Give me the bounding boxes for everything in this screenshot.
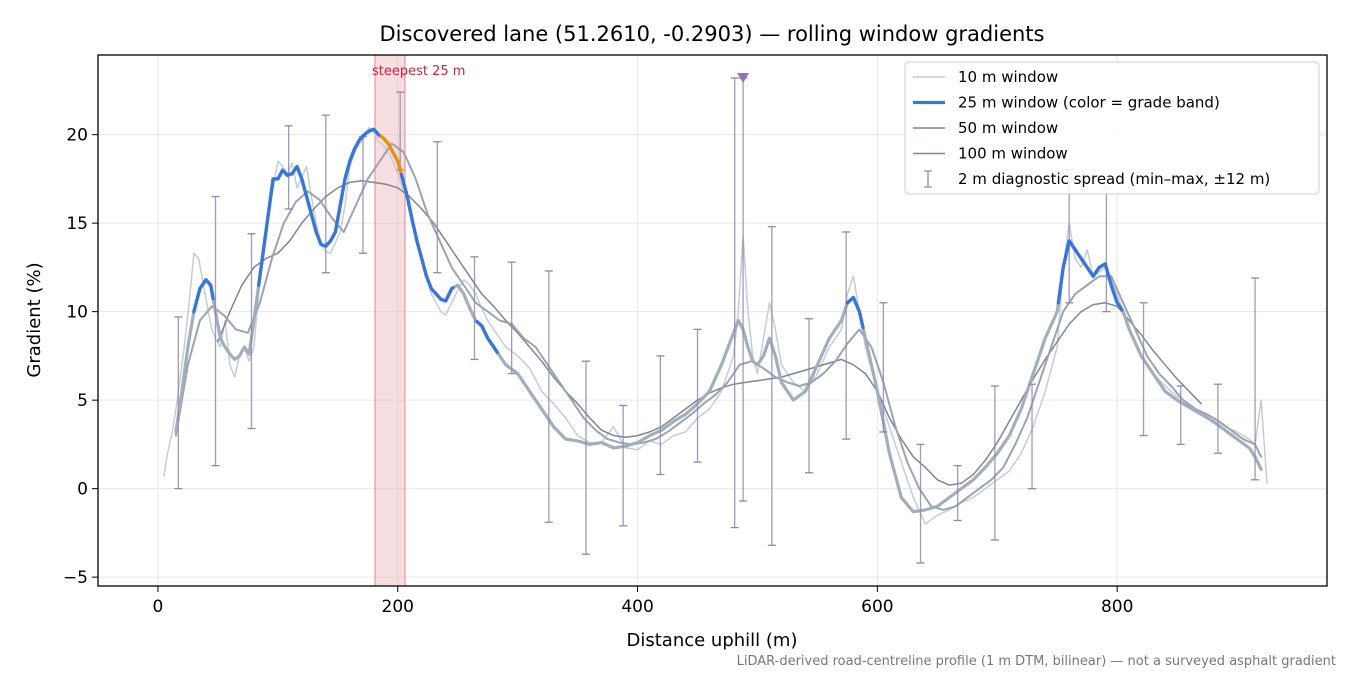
legend-entry: 100 m window bbox=[913, 145, 1068, 163]
spread-bar bbox=[470, 256, 479, 361]
plot-frame bbox=[97, 54, 1328, 587]
y-tick-label: 5 bbox=[77, 391, 88, 411]
spread-bar bbox=[433, 141, 442, 274]
legend-label: 25 m window (color = grade band) bbox=[958, 94, 1220, 112]
spread-bar bbox=[507, 261, 516, 375]
steepest-label: steepest 25 m bbox=[372, 64, 465, 79]
spread-bar bbox=[247, 233, 256, 430]
grade-band-segment bbox=[845, 295, 865, 330]
spread-bar bbox=[953, 464, 962, 522]
series-line-50m bbox=[174, 142, 1263, 511]
spread-bar bbox=[1176, 385, 1185, 446]
spread-bar bbox=[544, 270, 553, 523]
spread-bar bbox=[582, 360, 591, 555]
spread-bar bbox=[767, 226, 776, 546]
spread-bar bbox=[730, 77, 739, 529]
legend-entry: 50 m window bbox=[913, 119, 1058, 137]
spread-bar bbox=[1139, 302, 1148, 437]
spread-bar bbox=[1213, 383, 1222, 454]
spread-bar bbox=[842, 231, 851, 440]
grade-band-segment bbox=[257, 127, 383, 287]
grade-band-segment bbox=[1056, 239, 1124, 312]
legend: 10 m window 25 m window (color = grade ba… bbox=[904, 61, 1320, 195]
legend-entry: 2 m diagnostic spread (min–max, ±12 m) bbox=[924, 170, 1270, 188]
y-tick-label: 0 bbox=[77, 480, 88, 500]
markers bbox=[737, 73, 750, 84]
spread-bar bbox=[174, 316, 183, 490]
x-tick-label: 800 bbox=[1101, 597, 1133, 617]
spread-bar bbox=[805, 318, 814, 474]
x-tick-label: 200 bbox=[382, 597, 414, 617]
legend-entry: 25 m window (color = grade band) bbox=[913, 94, 1220, 112]
y-tick-label: −5 bbox=[63, 568, 88, 588]
spread-bar bbox=[619, 404, 628, 527]
spread-bar bbox=[990, 385, 999, 541]
spread-bar bbox=[211, 195, 220, 467]
grade-band-overlay bbox=[192, 127, 1124, 355]
spread-bar bbox=[284, 125, 293, 210]
x-tick-label: 600 bbox=[861, 597, 893, 617]
spread-bar bbox=[1251, 277, 1260, 481]
chart-title: Discovered lane (51.2610, -0.2903) — rol… bbox=[380, 22, 1045, 46]
y-tick-label: 10 bbox=[66, 303, 88, 323]
grade-band-segment bbox=[399, 172, 455, 303]
spread-bar bbox=[656, 355, 665, 476]
spread-bar bbox=[916, 443, 925, 564]
y-tick-label: 20 bbox=[66, 126, 88, 146]
legend-label: 10 m window bbox=[958, 68, 1058, 86]
grade-band-segment bbox=[192, 278, 215, 314]
x-axis-label: Distance uphill (m) bbox=[627, 630, 798, 651]
legend-entry: 10 m window bbox=[913, 68, 1058, 86]
axis-ticks: 0 200 400 600 800 −5 0 5 10 15 20 bbox=[63, 126, 1133, 617]
y-tick-label: 15 bbox=[66, 214, 88, 234]
footnote: LiDAR-derived road-centreline profile (1… bbox=[737, 654, 1336, 669]
legend-label: 100 m window bbox=[958, 145, 1068, 163]
grade-band-segment bbox=[475, 319, 499, 355]
x-tick-label: 0 bbox=[153, 597, 164, 617]
grade-band-segment bbox=[379, 134, 404, 177]
x-tick-label: 400 bbox=[621, 597, 653, 617]
legend-label: 50 m window bbox=[958, 119, 1058, 137]
spread-bar bbox=[1028, 383, 1037, 490]
legend-label: 2 m diagnostic spread (min–max, ±12 m) bbox=[958, 170, 1270, 188]
spike-marker-icon bbox=[737, 73, 750, 84]
spread-bar bbox=[693, 328, 702, 463]
legend-box bbox=[904, 61, 1320, 195]
spread-bar bbox=[879, 302, 888, 433]
y-axis-label: Gradient (%) bbox=[24, 262, 45, 377]
spread-bars bbox=[174, 77, 1260, 564]
